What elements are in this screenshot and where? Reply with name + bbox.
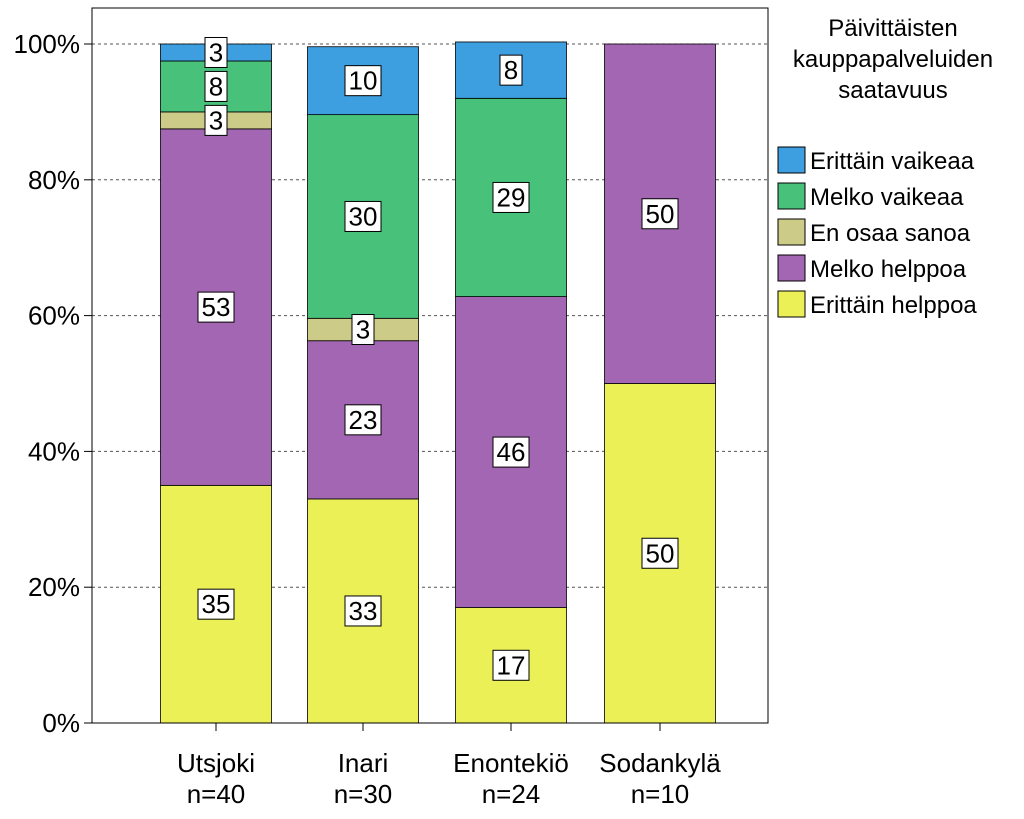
data-label: 53 <box>202 292 231 322</box>
data-label: 3 <box>209 37 223 67</box>
x-tick-label: Utsjoki <box>177 748 255 778</box>
data-label: 8 <box>504 55 518 85</box>
grid-lines <box>92 43 768 588</box>
data-label: 3 <box>356 315 370 345</box>
x-tick-count: n=30 <box>334 779 393 809</box>
data-label: 35 <box>202 589 231 619</box>
data-label-box <box>641 198 679 230</box>
legend-swatch <box>777 218 806 246</box>
data-label-box <box>204 70 228 102</box>
y-tick-label: 80% <box>28 165 80 195</box>
y-tick-label: 0% <box>42 708 80 738</box>
legend-title: kauppapalveluiden <box>793 46 993 73</box>
legend-entry: Melko helppoa <box>810 256 967 283</box>
data-label-box <box>641 537 679 569</box>
legend-entry: Melko vaikeaa <box>810 184 964 211</box>
data-label: 17 <box>497 650 526 680</box>
data-label-box <box>197 291 235 323</box>
plot-frame <box>91 7 769 724</box>
y-tick-label: 100% <box>14 29 81 59</box>
y-tick-label: 40% <box>28 436 80 466</box>
data-label: 29 <box>497 182 526 212</box>
x-tick-count: n=24 <box>482 779 541 809</box>
legend-swatch <box>777 146 806 174</box>
legend: Päivittäisten kauppapalveluiden saatavuus E… <box>777 15 993 319</box>
legend-title: Päivittäisten <box>828 15 957 42</box>
data-label: 46 <box>497 437 526 467</box>
legend-swatch <box>777 182 806 210</box>
data-label: 50 <box>646 199 675 229</box>
data-label: 33 <box>349 596 378 626</box>
data-label-box <box>344 404 382 436</box>
data-label: 3 <box>209 105 223 135</box>
legend-entry: En osaa sanoa <box>810 220 971 247</box>
data-label-box <box>499 54 523 86</box>
legend-entry: Erittäin vaikeaa <box>810 148 975 175</box>
x-tick-count: n=10 <box>631 779 690 809</box>
bars <box>160 41 716 724</box>
x-tick-label: Enontekiö <box>453 748 569 778</box>
data-label-box <box>351 314 375 346</box>
x-tick-label: Inari <box>338 748 389 778</box>
data-label-box <box>492 649 530 681</box>
data-label-box <box>492 436 530 468</box>
data-label-box <box>492 181 530 213</box>
data-label-box <box>204 104 228 136</box>
data-label: 8 <box>209 71 223 101</box>
data-label-box <box>204 36 228 68</box>
y-tick-label: 20% <box>28 572 80 602</box>
data-label-box <box>344 200 382 232</box>
legend-swatch <box>777 254 806 282</box>
x-tick-label: Sodankylä <box>599 748 721 778</box>
data-label: 23 <box>349 405 378 435</box>
x-tick-count: n=40 <box>187 779 246 809</box>
data-label-box <box>344 65 382 97</box>
legend-swatch <box>777 290 806 318</box>
y-tick-label: 60% <box>28 301 80 331</box>
legend-entry: Erittäin helppoa <box>810 292 977 319</box>
data-label: 50 <box>646 538 675 568</box>
data-label: 10 <box>349 66 378 96</box>
data-label-box <box>197 588 235 620</box>
data-label-box <box>344 595 382 627</box>
data-label: 30 <box>349 201 378 231</box>
legend-title: saatavuus <box>838 77 947 104</box>
